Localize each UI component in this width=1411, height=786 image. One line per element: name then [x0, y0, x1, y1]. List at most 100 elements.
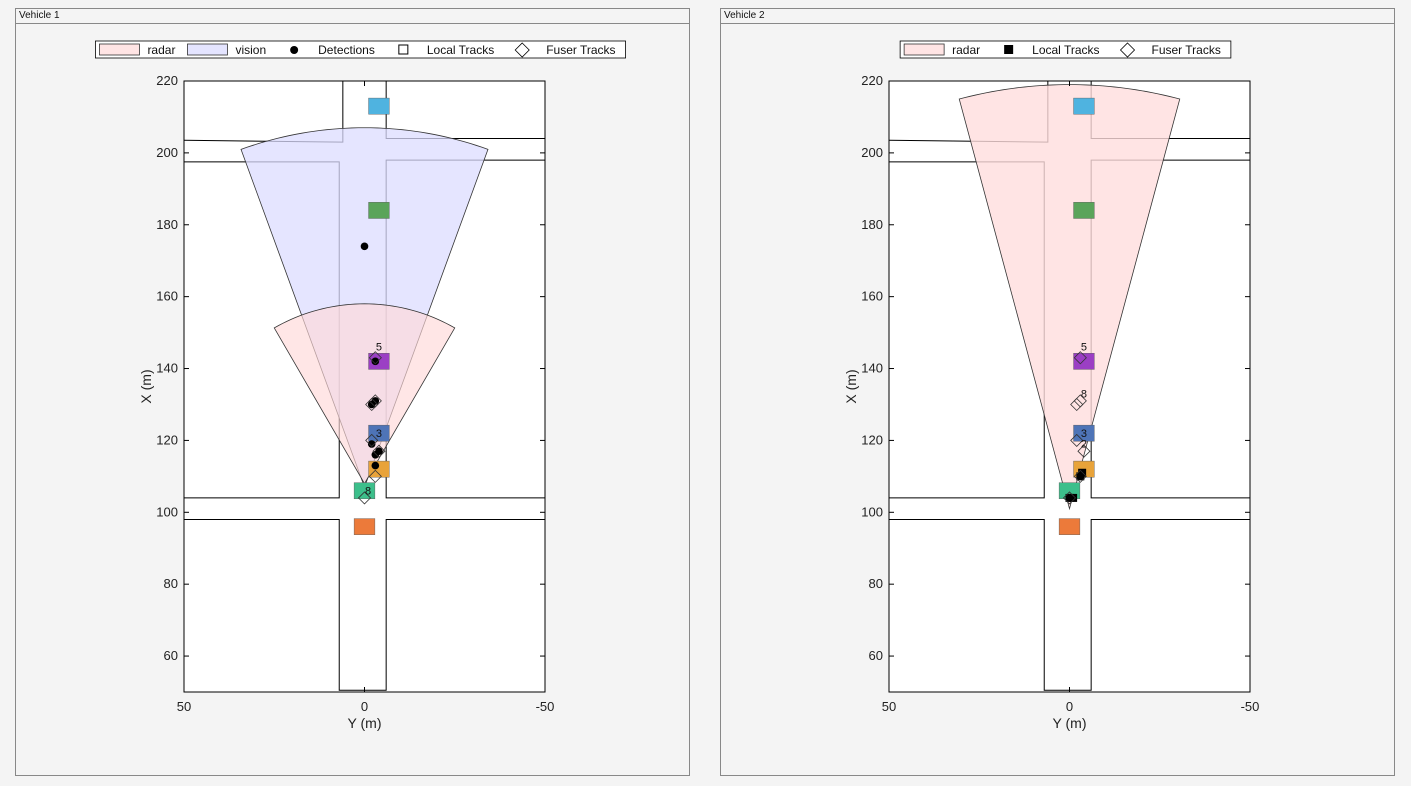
legend-label: Fuser Tracks: [1152, 43, 1221, 57]
vehicle-marker: [1058, 518, 1081, 535]
vehicle-marker: [368, 97, 390, 115]
fuser-track-marker: [1077, 444, 1091, 458]
x-tick-label: 50: [882, 699, 896, 714]
y-tick-label: 120: [156, 432, 178, 447]
legend-swatch: [514, 42, 530, 58]
y-axis-label: X (m): [138, 369, 154, 403]
fuser-track-marker: [368, 351, 382, 365]
fuser-track-marker: [372, 444, 386, 458]
legend-swatch: [398, 44, 409, 55]
track-label: 2: [1081, 439, 1087, 451]
road-edge: [1069, 518, 1250, 691]
fuser-track-marker: [1073, 469, 1087, 483]
fuser-track-marker: [368, 469, 382, 483]
detection-point: [367, 440, 376, 448]
vehicle-marker: [353, 482, 376, 500]
legend-label: radar: [147, 43, 175, 57]
track-label: 8: [365, 485, 371, 497]
fuser-track-marker: [365, 397, 379, 412]
track-label: 5: [1081, 342, 1087, 354]
y-tick-label: 160: [156, 289, 178, 304]
vehicle-marker: [1073, 97, 1095, 115]
x-axis-label: Y (m): [1053, 715, 1087, 731]
x-tick-label: -50: [536, 699, 555, 714]
legend-swatch: [903, 43, 945, 56]
legend-label: radar: [952, 43, 980, 57]
track-label: 8: [1081, 388, 1087, 400]
road-edge: [889, 518, 1070, 691]
detection-point: [360, 242, 369, 251]
fuser-track-marker: [1073, 351, 1087, 365]
vehicle-marker: [1073, 202, 1095, 219]
legend-swatch: [1119, 42, 1136, 58]
y-tick-label: 100: [861, 504, 883, 519]
vehicle-marker: [368, 202, 390, 219]
legend-label: Local Tracks: [1032, 43, 1099, 57]
road-edge: [184, 518, 365, 691]
legend-label: Local Tracks: [427, 43, 494, 57]
vehicle-2-chart: 5 8 32 60 80 100 120 140 160 180 200 220 50 0 -50 Y (m)…: [843, 40, 1260, 731]
legend: radar Local Tracks Fuser Tracks: [899, 40, 1232, 59]
legend-swatch: [1004, 45, 1014, 54]
fuser-track-marker: [1070, 433, 1084, 447]
detection-point: [375, 447, 383, 455]
vehicle-1-chart: 5 3 8 60 80 100 120 140 160 180 200 220 50 0 -50 Y (m) X…: [95, 40, 626, 731]
legend-frame: [95, 40, 626, 59]
y-axis-label: X (m): [843, 369, 859, 403]
plot-content: 5 3 8: [184, 81, 545, 691]
fuser-track-marker: [1070, 397, 1084, 412]
track-label: 3: [1081, 428, 1087, 440]
vehicle-2-panel: Vehicle 2 5 8 3 2 60 80 100 120 140 160 180 200 220 5…: [720, 8, 1395, 776]
legend-item: vision: [187, 43, 266, 57]
vehicle-marker: [1073, 353, 1095, 370]
legend-item: radar: [903, 43, 980, 57]
panel-title: Vehicle 1: [16, 9, 689, 24]
legend-swatch: [99, 43, 140, 56]
x-tick-label: 50: [177, 699, 191, 714]
track-label: 3: [376, 428, 382, 440]
y-tick-label: 140: [861, 361, 883, 376]
legend-label: vision: [235, 43, 266, 57]
local-track-marker: [1069, 493, 1078, 502]
y-tick-label: 100: [156, 504, 178, 519]
legend-item: radar: [99, 43, 175, 57]
y-tick-label: 200: [156, 145, 178, 160]
x-axis-label: Y (m): [348, 715, 382, 731]
legend-item: Local Tracks: [1004, 43, 1100, 57]
legend: radar vision Detections Local Tracks Fuser T…: [95, 40, 626, 59]
plot-content: 5 8 32: [889, 81, 1250, 691]
legend-item: Fuser Tracks: [514, 42, 616, 58]
x-tick-label: 0: [1066, 699, 1073, 714]
vehicle-marker: [1073, 424, 1095, 442]
detection-point: [371, 357, 380, 366]
y-tick-label: 160: [861, 289, 883, 304]
y-tick-label: 220: [861, 73, 883, 88]
y-tick-label: 220: [156, 73, 178, 88]
legend-label: Fuser Tracks: [546, 43, 615, 57]
legend-swatch: [290, 46, 299, 54]
legend-label: Detections: [318, 43, 375, 57]
vehicle-marker: [353, 518, 376, 535]
y-tick-label: 80: [164, 576, 178, 591]
radar-coverage: [273, 303, 456, 485]
track-label: 5: [376, 342, 382, 354]
legend-swatch: [187, 43, 228, 56]
y-tick-label: 180: [156, 217, 178, 232]
y-tick-label: 200: [861, 145, 883, 160]
detection-point: [367, 400, 376, 409]
x-tick-label: 0: [361, 699, 368, 714]
y-tick-label: 60: [869, 648, 883, 663]
fuser-track-marker: [365, 433, 379, 447]
legend-frame: [899, 40, 1232, 59]
fuser-track-marker: [357, 491, 372, 505]
y-tick-label: 60: [164, 648, 178, 663]
local-track-marker: [1078, 468, 1087, 477]
x-tick-label: -50: [1241, 699, 1260, 714]
y-tick-label: 80: [869, 576, 883, 591]
road-edge: [364, 518, 545, 691]
legend-item: Local Tracks: [398, 43, 494, 57]
legend-item: Detections: [290, 43, 375, 57]
panel-title: Vehicle 2: [721, 9, 1394, 24]
y-tick-label: 180: [861, 217, 883, 232]
y-tick-label: 140: [156, 361, 178, 376]
